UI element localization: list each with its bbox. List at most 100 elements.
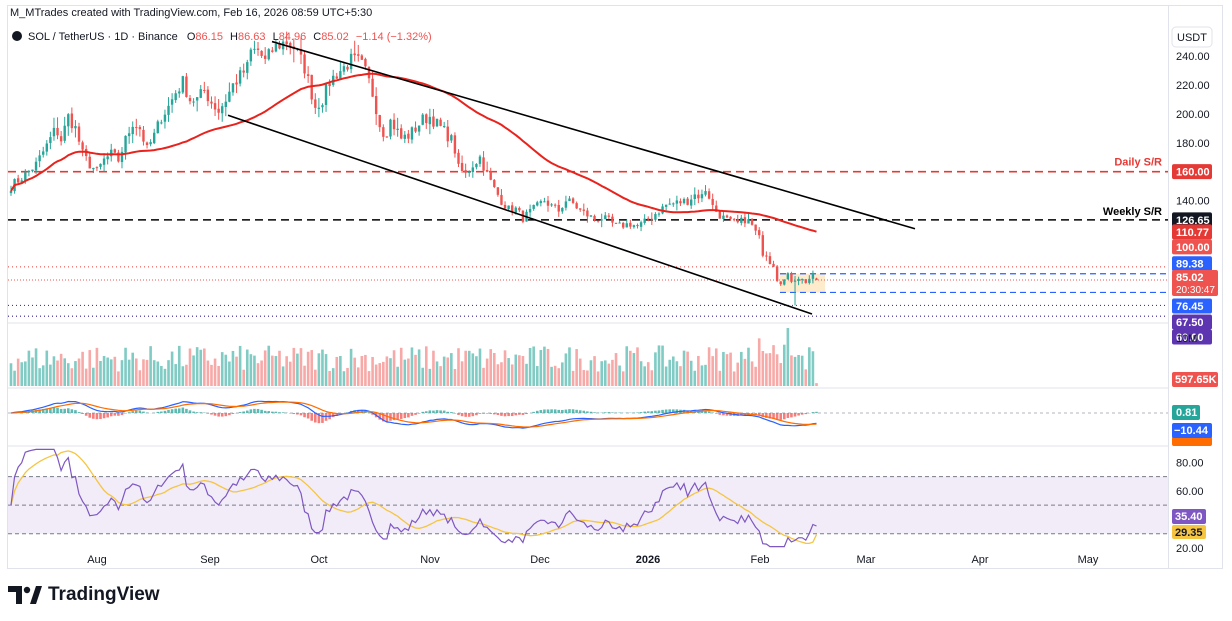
candle-body <box>528 209 532 213</box>
macd-histogram-bar <box>224 413 228 417</box>
macd-histogram-bar <box>564 409 568 413</box>
volume-bar <box>296 353 299 386</box>
candle-body <box>410 127 414 140</box>
candle-body <box>571 198 575 203</box>
c-label: C <box>313 31 321 43</box>
c-value: 85.02 <box>321 31 349 43</box>
candle-body <box>493 179 496 187</box>
volume-bar <box>553 365 557 386</box>
candle-body <box>815 278 818 281</box>
volume-bar <box>421 367 424 386</box>
macd-line-tag: −10.44 <box>1172 423 1212 438</box>
macd-histogram-bar <box>281 412 285 413</box>
volume-bar <box>704 364 707 386</box>
rsi-tick-label: 80.00 <box>1176 457 1204 469</box>
macd-histogram-bar <box>278 412 281 413</box>
volume-bar <box>693 370 697 386</box>
macd-histogram-bar <box>668 409 672 413</box>
macd-histogram-bar <box>775 413 779 420</box>
macd-histogram-bar <box>306 413 310 419</box>
volume-bar <box>793 356 797 386</box>
volume-bar <box>471 353 475 386</box>
macd-histogram-bar <box>52 407 56 413</box>
price-tick-label: 220.00 <box>1176 80 1210 92</box>
macd-histogram-bar <box>661 409 664 413</box>
macd-histogram-bar <box>378 413 382 420</box>
macd-hist-tag-text: 0.81 <box>1176 407 1197 419</box>
volume-bar <box>711 356 714 386</box>
volume-bar <box>432 350 435 386</box>
candle-body <box>475 163 478 168</box>
macd-histogram-bar <box>263 410 267 413</box>
candle-body <box>432 116 435 127</box>
volume-bar <box>9 363 13 386</box>
candle-body <box>407 133 410 139</box>
macd-histogram-bar <box>754 413 757 416</box>
volume-bar <box>249 354 253 386</box>
currency-button[interactable]: USDT <box>1171 26 1213 48</box>
candle-body <box>271 50 274 52</box>
annotation-daily-sr: Daily S/R <box>1114 157 1162 169</box>
volume-bar <box>220 352 224 386</box>
descending-channel <box>227 40 916 315</box>
volume-bar <box>63 358 66 386</box>
macd-histogram-bar <box>59 408 63 413</box>
candle-body <box>460 162 464 171</box>
macd-histogram-bar <box>442 410 446 413</box>
candle-body <box>224 101 227 107</box>
volume-tag-bg <box>1172 372 1218 387</box>
volume-bar <box>238 345 242 386</box>
candle-body <box>732 219 736 221</box>
candle-body <box>442 126 446 128</box>
volume-bar <box>611 359 614 386</box>
volume-bar <box>568 347 571 386</box>
h-label: H <box>230 31 238 43</box>
macd-histogram-bar <box>586 411 589 413</box>
volume-bar <box>299 348 303 386</box>
macd-histogram-bar <box>382 413 385 422</box>
volume-bar <box>532 346 535 386</box>
macd-histogram-bar <box>800 413 804 415</box>
macd-histogram-bar <box>95 413 99 420</box>
volume-bar <box>475 356 478 386</box>
time-tick-label: Sep <box>200 554 220 566</box>
volume-bar <box>557 368 561 386</box>
tradingview-brand[interactable]: TradingView <box>8 584 160 606</box>
candle-body <box>772 263 775 267</box>
macd-histogram-bar <box>102 413 106 419</box>
tag-last-price-bg <box>1172 270 1218 297</box>
volume-bar <box>160 365 163 386</box>
volume-bar <box>493 352 496 386</box>
volume-bar <box>117 371 120 386</box>
macd-histogram-bar <box>550 409 553 413</box>
volume-bar <box>643 366 646 386</box>
candle-body <box>675 200 679 204</box>
volume-bar <box>621 371 625 386</box>
volume-bar <box>256 363 260 386</box>
macd-histogram-bar <box>772 413 775 419</box>
volume-bar <box>34 348 38 386</box>
volume-bar <box>142 359 145 386</box>
volume-bar <box>772 345 775 386</box>
volume-bar <box>24 361 27 386</box>
volume-bar <box>217 365 220 386</box>
candle-body <box>604 215 607 220</box>
macd-histogram-bar <box>539 410 543 413</box>
volume-bar <box>743 358 747 386</box>
volume-bar <box>782 344 786 386</box>
volume-bar <box>761 350 765 386</box>
candle-body <box>614 222 618 224</box>
volume-bar <box>435 361 439 386</box>
macd-histogram-bar <box>467 413 471 417</box>
macd-histogram-bar <box>49 407 52 413</box>
macd-histogram-bar <box>589 411 593 413</box>
macd-histogram-bar <box>582 410 586 413</box>
candle-body <box>446 126 449 142</box>
macd-histogram-bar <box>521 413 525 415</box>
candle-body <box>417 125 421 132</box>
macd-histogram-bar <box>714 413 718 414</box>
macd-signal-tag-bg <box>1172 436 1212 446</box>
candle-body <box>210 101 213 104</box>
volume-bar <box>267 345 271 386</box>
